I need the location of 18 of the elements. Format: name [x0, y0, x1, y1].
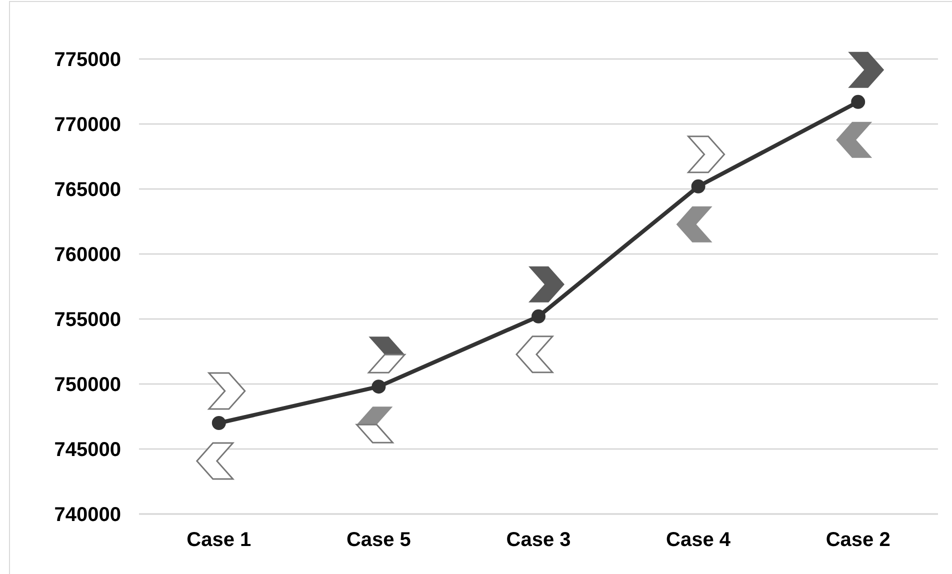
- y-tick-label: 775000: [54, 49, 121, 72]
- y-tick-label: 765000: [54, 179, 121, 202]
- y-tick-label: 760000: [54, 244, 121, 266]
- point: [851, 94, 866, 109]
- x-tick-label: Case 2: [826, 529, 890, 552]
- x-tick-label: Case 5: [346, 529, 411, 552]
- x-tick-label: Case 4: [666, 529, 732, 552]
- point: [212, 416, 226, 430]
- point: [691, 179, 706, 194]
- y-tick-label: 770000: [54, 114, 121, 136]
- x-tick-label: Case 3: [506, 529, 571, 552]
- y-tick-label: 755000: [54, 309, 121, 332]
- x-tick-label: Case 1: [186, 529, 252, 552]
- point: [532, 309, 546, 324]
- point: [372, 380, 386, 394]
- y-tick-label: 745000: [54, 439, 121, 462]
- y-tick-label: 750000: [54, 374, 121, 396]
- y-tick-label: 740000: [54, 504, 121, 526]
